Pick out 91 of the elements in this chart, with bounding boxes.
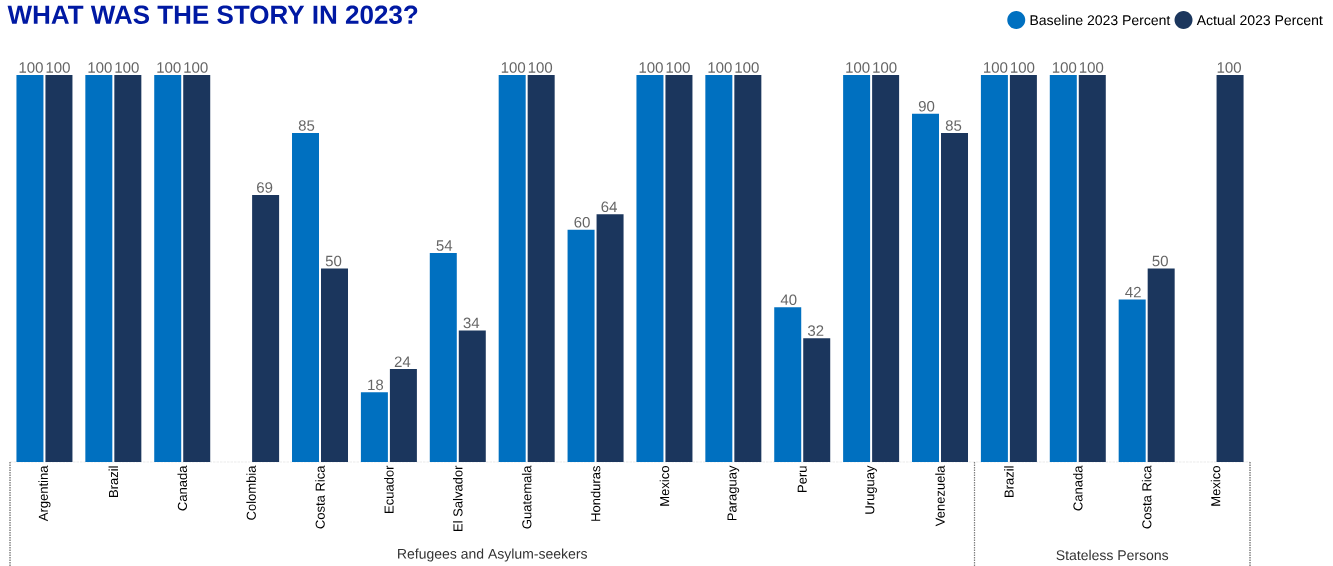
data-label: 100	[735, 62, 759, 73]
bar	[458, 330, 486, 462]
data-label: 64	[601, 201, 617, 213]
data-label: 100	[708, 62, 732, 73]
bar	[636, 75, 664, 462]
bar	[980, 75, 1008, 462]
x-tick-label: Paraguay	[727, 465, 740, 521]
bar	[292, 133, 320, 462]
bar	[527, 75, 555, 462]
data-label: 40	[780, 294, 797, 305]
data-label: 100	[666, 62, 690, 73]
x-tick-label: Ecuador	[384, 465, 394, 513]
bar	[45, 75, 73, 462]
data-label: 100	[639, 62, 663, 73]
bar	[665, 75, 693, 462]
data-label: 100	[846, 62, 870, 73]
bar	[429, 253, 457, 462]
bar	[567, 229, 595, 462]
x-tick-label: Brazil	[108, 466, 119, 497]
legend-label: Actual 2023 Percent	[1196, 14, 1323, 26]
data-label: 100	[1011, 62, 1035, 73]
bar	[1147, 268, 1175, 462]
data-label: 100	[115, 62, 139, 73]
data-label: 100	[46, 62, 70, 73]
data-label: 100	[528, 62, 553, 73]
bar	[183, 75, 211, 462]
bar	[321, 268, 349, 462]
x-tick-label: Uruguay	[865, 465, 877, 514]
data-label: 100	[19, 62, 43, 73]
bar	[734, 75, 762, 462]
x-tick-label: Canada	[1073, 465, 1083, 511]
chart-title: WHAT WAS THE STORY IN 2023?	[7, 5, 418, 24]
bar	[154, 75, 182, 462]
data-label: 54	[436, 240, 453, 251]
data-label: 100	[984, 62, 1008, 73]
bar	[252, 194, 280, 462]
bar	[803, 338, 831, 462]
data-label: 90	[918, 100, 935, 112]
bar	[1118, 299, 1146, 462]
x-tick-label: Costa Rica	[1141, 465, 1152, 529]
bar	[1049, 75, 1077, 462]
data-label: 100	[184, 62, 208, 73]
text: Stateless Persons	[1056, 549, 1169, 561]
x-tick-label: Mexico	[659, 466, 670, 506]
data-label: 34	[463, 317, 480, 329]
data-label: 100	[501, 62, 526, 73]
x-tick-label: El Salvador	[453, 465, 463, 531]
data-label: 100	[873, 62, 897, 73]
data-label: 32	[807, 325, 824, 336]
x-tick-label: Canada	[177, 465, 187, 511]
bar	[360, 392, 388, 462]
bar	[498, 75, 526, 462]
data-label: 100	[157, 62, 181, 73]
data-label: 100	[1217, 62, 1241, 73]
bar	[1216, 75, 1244, 462]
x-tick-label: Venezuela	[935, 465, 945, 527]
data-label: 50	[325, 255, 342, 267]
bar	[705, 75, 733, 462]
data-label: 100	[88, 62, 112, 73]
data-label: 50	[1152, 255, 1168, 267]
bar	[114, 75, 142, 462]
data-label: 42	[1125, 286, 1141, 298]
data-label: 85	[298, 120, 315, 131]
text: Refugees and Asylum-seekers	[398, 548, 588, 562]
data-label: 24	[394, 356, 411, 367]
data-label: 100	[1052, 62, 1077, 73]
bar	[912, 113, 940, 462]
legend-label: Baseline 2023 Percent	[1030, 14, 1171, 26]
bar	[872, 75, 900, 462]
data-label: 18	[368, 379, 384, 391]
bar	[774, 307, 802, 462]
x-tick-label: Guatemala	[521, 465, 532, 529]
bar	[1009, 75, 1037, 462]
data-label: 69	[257, 182, 273, 193]
bar	[596, 214, 624, 462]
x-tick-label: Brazil	[1004, 466, 1014, 497]
data-label: 100	[1079, 62, 1104, 73]
x-tick-label: Honduras	[590, 466, 601, 521]
x-tick-label: Mexico	[1210, 466, 1221, 506]
bar	[389, 369, 417, 462]
x-tick-label: Argentina	[38, 465, 51, 522]
data-label: 85	[945, 120, 962, 131]
data-label: 60	[574, 216, 590, 228]
bar	[843, 75, 871, 462]
bar	[941, 133, 969, 462]
x-tick-label: Costa Rica	[315, 465, 325, 529]
x-tick-label: Peru	[797, 466, 807, 492]
bar	[16, 75, 44, 462]
bar	[85, 75, 113, 462]
bar	[1078, 75, 1106, 462]
x-tick-label: Colombia	[246, 465, 256, 520]
